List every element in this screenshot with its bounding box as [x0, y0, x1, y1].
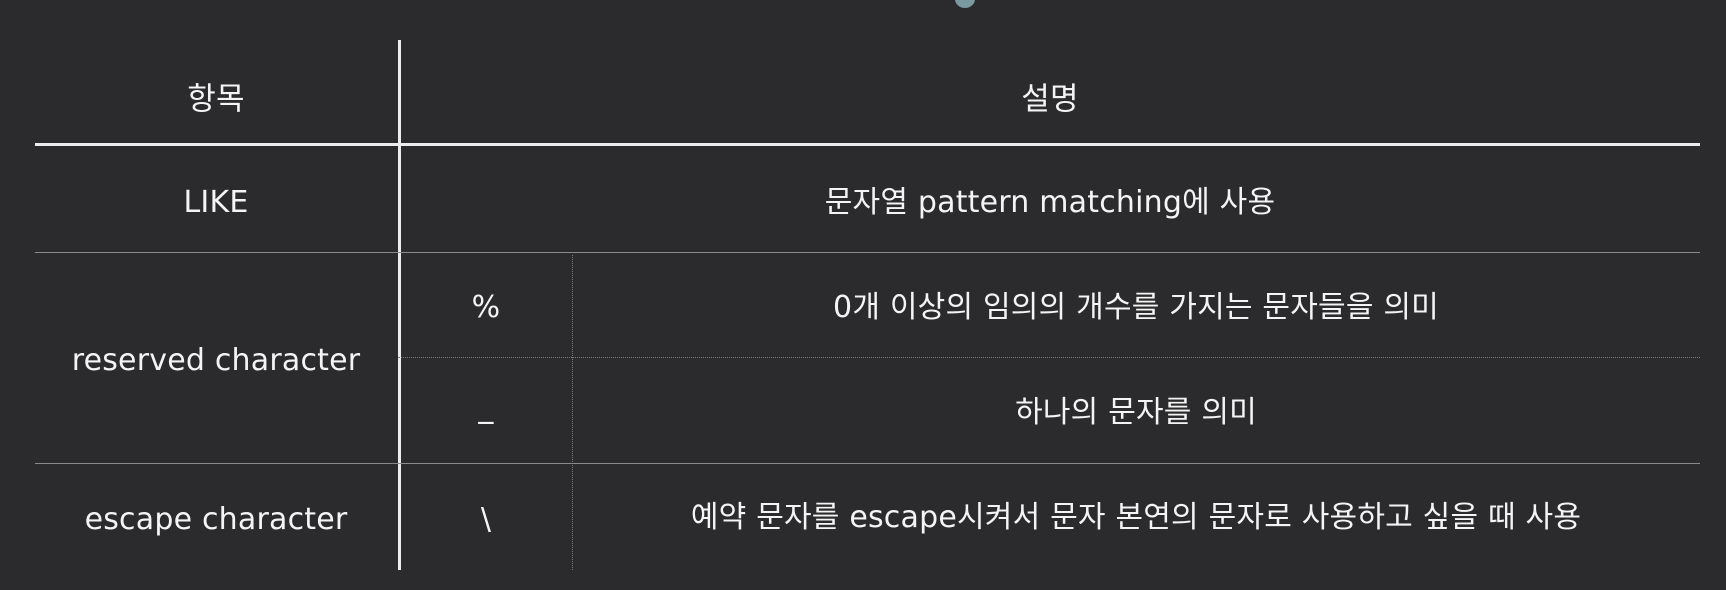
subrow-description: 하나의 문자를 의미	[1015, 395, 1257, 430]
column-divider	[398, 40, 401, 570]
header-divider	[35, 143, 1700, 146]
row-divider	[35, 252, 1700, 253]
row-item: escape character	[84, 502, 348, 537]
row-symbol: \	[480, 502, 492, 537]
subrow-symbol: %	[471, 290, 501, 325]
row-divider	[35, 463, 1700, 464]
row-description: 문자열 pattern matching에 사용	[824, 185, 1276, 220]
subrow-description: 0개 이상의 임의의 개수를 가지는 문자들을 의미	[833, 290, 1439, 325]
subcolumn-divider	[572, 255, 573, 570]
row-description: 예약 문자를 escape시켜서 문자 본연의 문자로 사용하고 싶을 때 사용	[690, 500, 1582, 535]
header-item: 항목	[187, 81, 245, 118]
top-decoration	[955, 0, 975, 8]
row-item: LIKE	[183, 185, 249, 220]
subrow-symbol: _	[478, 390, 494, 425]
header-description: 설명	[1021, 81, 1079, 118]
row-item: reserved character	[71, 343, 361, 378]
subrow-divider	[398, 357, 1700, 358]
